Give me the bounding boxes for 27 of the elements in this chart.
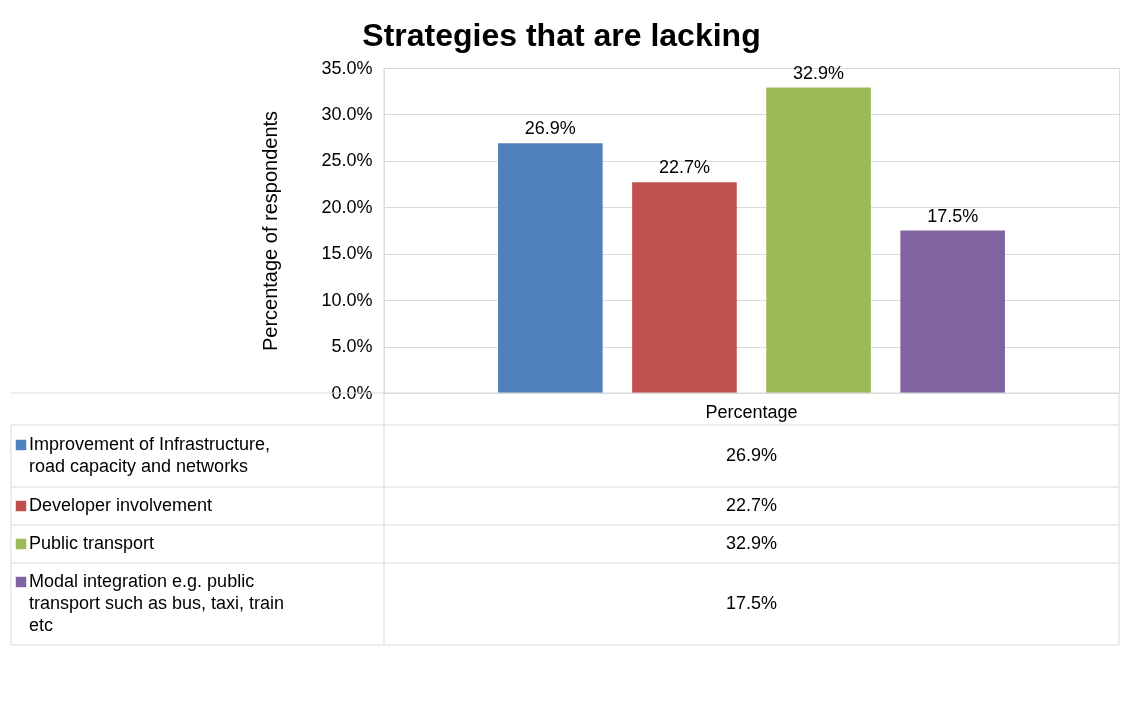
y-tick-label: 0.0% <box>331 382 373 403</box>
data-label: 26.9% <box>524 118 576 139</box>
bar <box>632 182 737 393</box>
text: 22.7% <box>725 495 778 515</box>
y-tick-label: 35.0% <box>321 57 373 78</box>
bar <box>900 230 1005 393</box>
text: 17.5% <box>725 593 778 613</box>
data-label: 17.5% <box>927 205 979 226</box>
y-tick-label: 30.0% <box>321 103 373 124</box>
y-tick-label: 25.0% <box>321 150 373 171</box>
data-label: 32.9% <box>793 62 845 83</box>
legend-label: Improvement of Infrastructure, road capacity and networks <box>29 434 271 476</box>
legend-label: Public transport <box>29 533 155 553</box>
data-label: 22.7% <box>658 157 710 178</box>
bar <box>498 143 603 393</box>
x-tick-label: Percentage <box>705 401 798 422</box>
chart-title: Strategies that are lacking <box>362 17 761 53</box>
legend-label: Developer involvement <box>29 495 213 515</box>
y-tick-label: 15.0% <box>321 243 373 264</box>
y-axis-title: Percentage of respondents <box>259 110 282 352</box>
bar <box>766 87 871 393</box>
legend-label: Modal integration e.g. public transport such as bus, taxi, train etc <box>29 571 285 635</box>
y-tick-label: 5.0% <box>331 336 373 357</box>
text: 26.9% <box>725 445 778 465</box>
y-tick-label: 10.0% <box>321 289 373 310</box>
text: 32.9% <box>725 533 778 553</box>
y-tick-label: 20.0% <box>321 196 373 217</box>
